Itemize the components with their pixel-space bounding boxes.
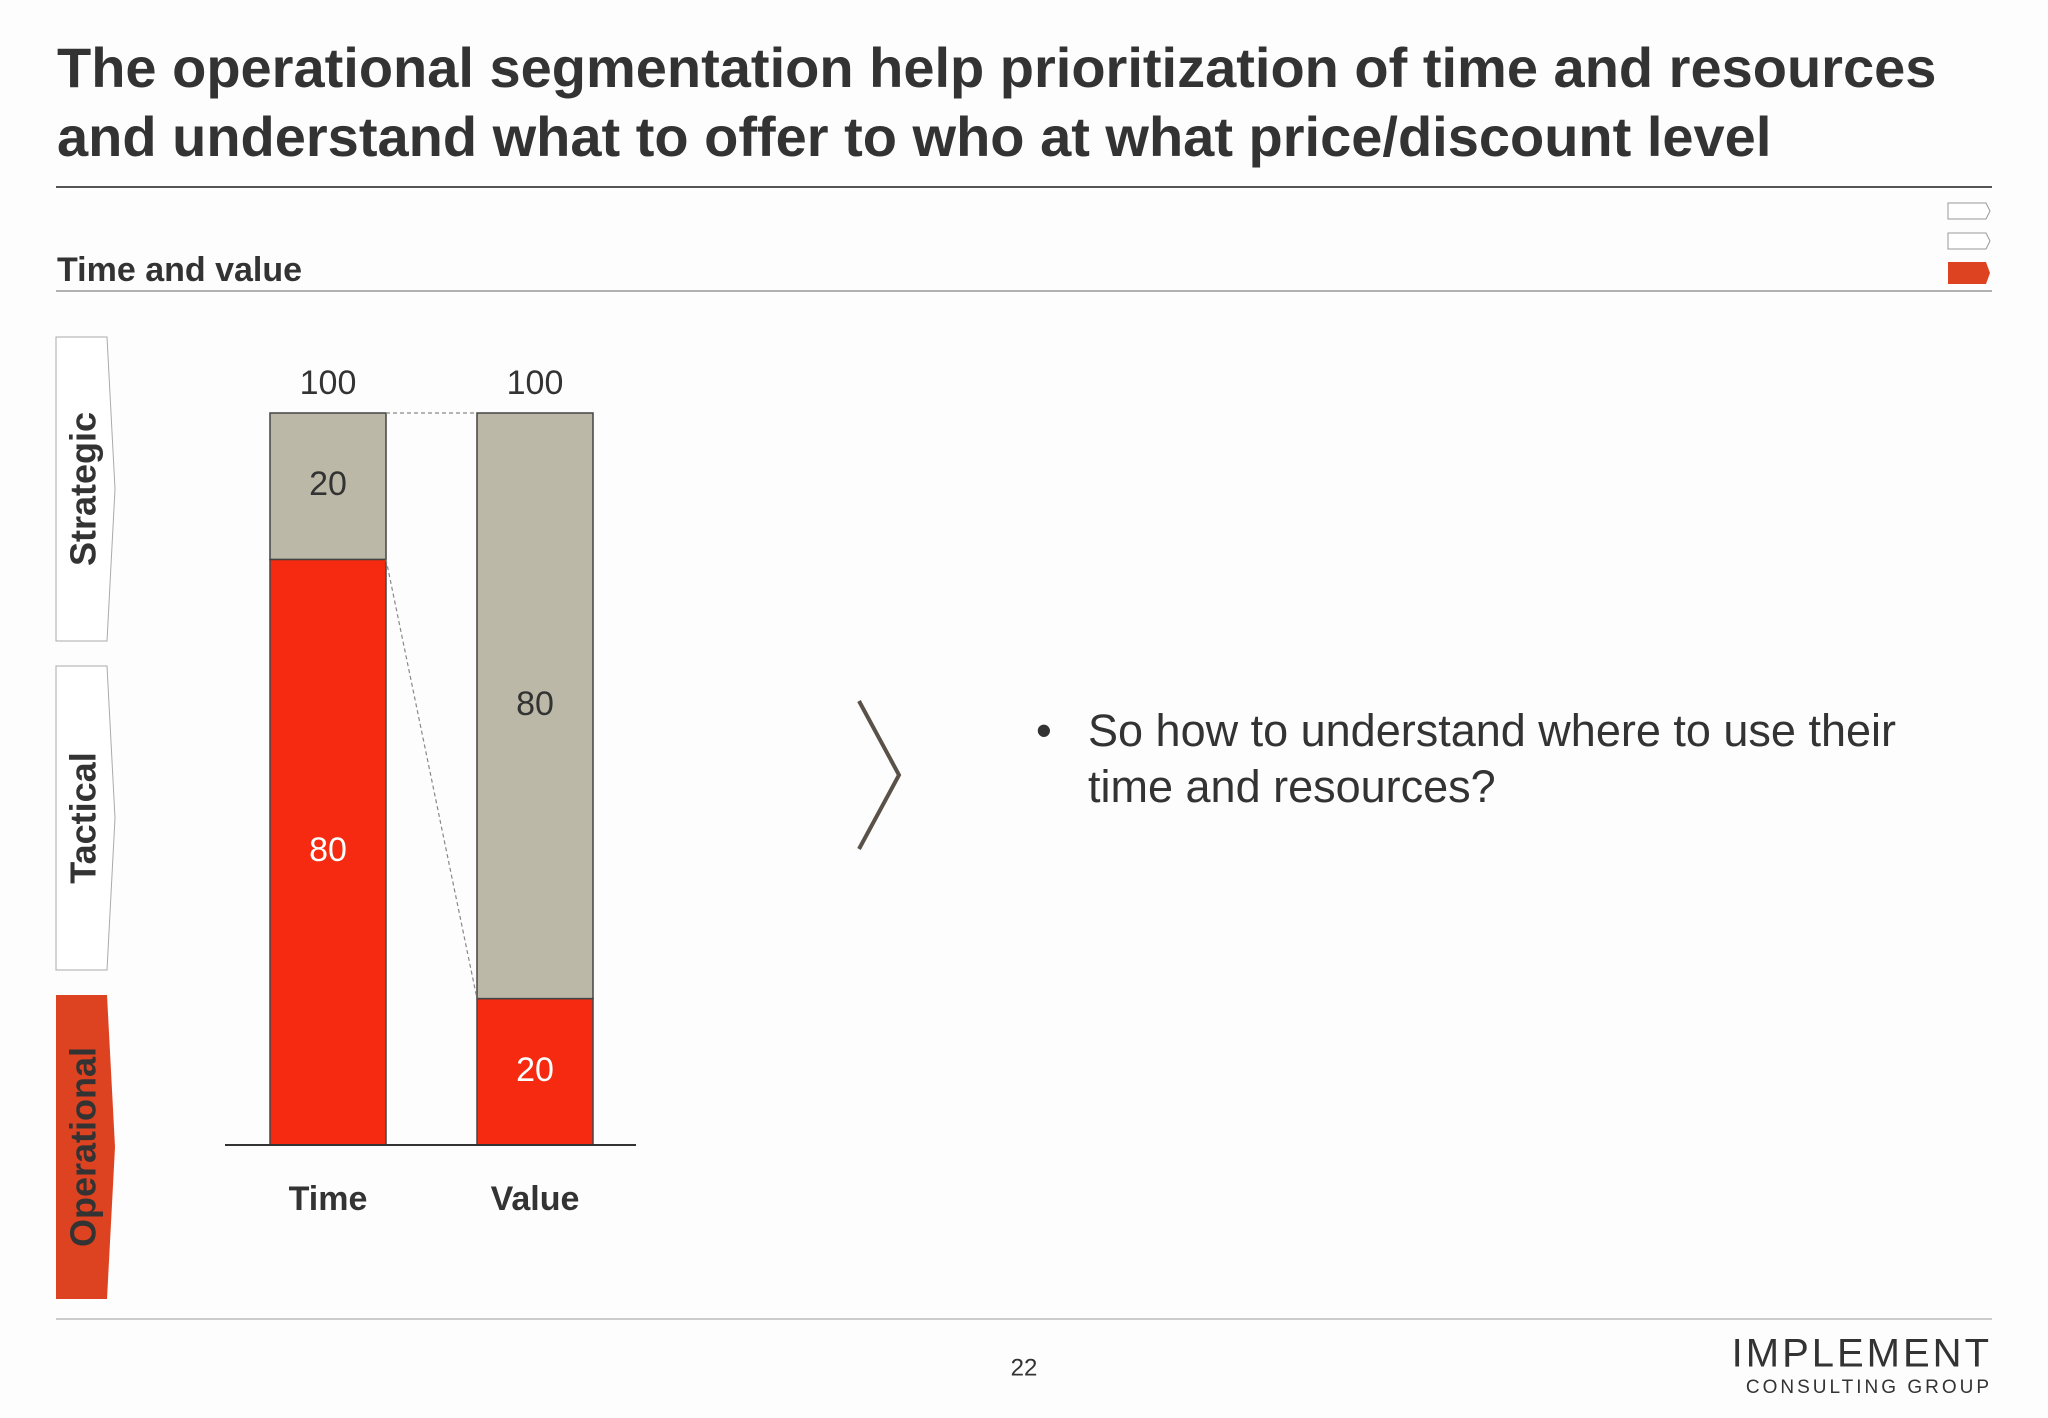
title: The operational segmentation help priori…: [57, 36, 1936, 99]
bullet-text: time and resources?: [1088, 761, 1496, 812]
x-tick-label: Value: [491, 1180, 580, 1218]
nav-icons: [1947, 202, 1991, 284]
tab-label: Operational: [63, 1047, 104, 1247]
data-label: 20: [309, 465, 347, 503]
chart: 80 20 100 Time 20 80 100 Value: [225, 364, 636, 1218]
chevron: [857, 700, 902, 850]
segment-tabs: Strategic Tactical Operational: [55, 336, 116, 1299]
data-label: 20: [516, 1051, 554, 1089]
data-label: 80: [516, 685, 554, 723]
bullet: •: [1036, 705, 1052, 756]
data-label: 80: [309, 831, 347, 869]
tab: [55, 665, 116, 971]
bullet-text: So how to understand where to use their: [1088, 705, 1896, 756]
tab: [55, 336, 116, 642]
x-tick-label: Time: [289, 1180, 368, 1218]
total-label: 100: [507, 364, 564, 402]
logo: IMPLEMENT: [1732, 1332, 1992, 1376]
page-number: 22: [1011, 1354, 1038, 1381]
bar-segment: [269, 558, 387, 1146]
section-title: Time and value: [57, 251, 302, 289]
bar-segment: [476, 412, 594, 1000]
logo-sub: CONSULTING GROUP: [1746, 1377, 1992, 1398]
tab-label: Strategic: [63, 412, 104, 566]
bar-segment: [269, 412, 387, 561]
total-label: 100: [300, 364, 357, 402]
connector: [385, 559, 478, 999]
title: and understand what to offer to who at w…: [57, 105, 1771, 168]
tab: [56, 995, 115, 1299]
tab-label: Tactical: [63, 752, 104, 883]
